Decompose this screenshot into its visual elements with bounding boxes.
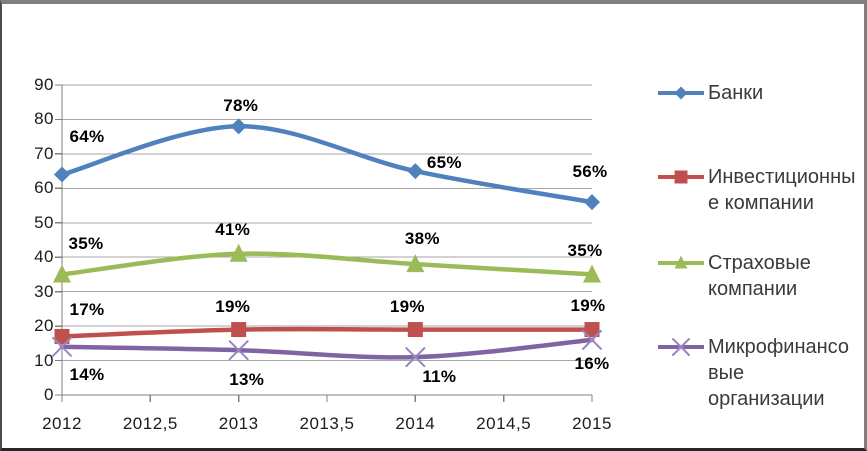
- y-tick-label: 0: [44, 385, 54, 404]
- series-line: [59, 124, 595, 205]
- x-tick-label: 2013,5: [299, 414, 355, 433]
- diamond-marker: [584, 194, 600, 211]
- diamond-marker: [407, 163, 424, 180]
- legend-label: Инвестиционны е компании: [708, 164, 863, 216]
- data-label: 13%: [229, 370, 265, 390]
- diamond-marker: [230, 118, 247, 135]
- legend-marker-square: [658, 170, 704, 184]
- legend-label: Банки: [708, 80, 863, 106]
- series-line: [59, 326, 595, 339]
- series-triangle: [53, 243, 601, 283]
- data-label: 41%: [215, 219, 251, 239]
- data-label: 56%: [572, 162, 608, 182]
- legend-marker-diamond: [658, 86, 704, 100]
- y-tick-label: 80: [34, 109, 54, 129]
- legend-item: Банки: [658, 80, 863, 106]
- data-label: 64%: [69, 126, 105, 146]
- legend-label-line: Банки: [708, 82, 764, 104]
- x-marker: [228, 340, 249, 361]
- legend-label-line: Страховые: [708, 252, 811, 274]
- series-square: [54, 322, 600, 344]
- x-tick-label: 2012,5: [122, 414, 178, 433]
- legend-label-line: компании: [708, 278, 798, 300]
- y-tick-label: 50: [34, 212, 54, 232]
- data-label: 16%: [574, 353, 610, 373]
- y-tick-label: 20: [34, 316, 54, 336]
- legend-marker-triangle: [658, 255, 704, 269]
- data-label: 19%: [570, 295, 606, 315]
- data-label: 19%: [215, 296, 251, 316]
- gridlines: [62, 84, 592, 362]
- triangle-marker: [583, 264, 601, 283]
- x-marker: [52, 336, 72, 357]
- series-diamond: [54, 118, 600, 211]
- square-marker: [407, 322, 423, 338]
- triangle-marker: [53, 264, 71, 283]
- legend-label-line: организации: [708, 388, 825, 410]
- x-tick-label: 2012: [42, 414, 82, 433]
- x-tick-label: 2013: [218, 414, 259, 433]
- x-marker: [582, 329, 602, 350]
- data-label: 78%: [223, 96, 259, 116]
- triangle-marker: [406, 254, 425, 273]
- y-tick-label: 90: [34, 75, 54, 94]
- y-tick-label: 30: [34, 281, 54, 301]
- series-line: [59, 251, 595, 277]
- data-label: 35%: [68, 234, 104, 254]
- data-label: 65%: [426, 153, 462, 173]
- legend-label-line: вые: [708, 362, 745, 384]
- data-label: 11%: [422, 367, 457, 387]
- legend-label: Страховые компании: [708, 250, 863, 302]
- diamond-marker: [674, 86, 688, 100]
- series-x: [52, 329, 602, 368]
- legend-label-line: Инвестиционны: [708, 166, 856, 188]
- x-marker: [672, 338, 690, 356]
- triangle-marker: [229, 243, 248, 262]
- legend-label: Микрофинансо вые организации: [708, 334, 863, 412]
- legend-label-line: Микрофинансо: [708, 336, 850, 358]
- data-label: 35%: [567, 241, 603, 261]
- series-line: [59, 337, 595, 360]
- square-marker: [54, 328, 70, 344]
- legend-label-line: е компании: [708, 192, 814, 214]
- data-label: 38%: [404, 229, 440, 249]
- legend-item: Инвестиционны е компании: [658, 164, 863, 216]
- x-marker: [405, 347, 426, 368]
- x-tick-label: 2015: [572, 414, 612, 433]
- square-marker: [231, 322, 247, 338]
- y-tick-label: 40: [34, 247, 54, 267]
- data-label: 19%: [389, 296, 425, 316]
- square-marker: [674, 170, 688, 184]
- data-label: 14%: [69, 364, 105, 384]
- y-tick-label: 70: [34, 143, 54, 163]
- triangle-marker: [674, 255, 688, 269]
- diamond-marker: [54, 166, 70, 183]
- square-marker: [584, 322, 600, 338]
- y-tick-label: 10: [34, 350, 54, 370]
- y-tick-label: 60: [34, 178, 54, 198]
- legend-marker-x: [658, 338, 704, 356]
- x-tick-label: 2014: [395, 414, 436, 433]
- legend-item: Микрофинансо вые организации: [658, 334, 863, 412]
- data-label: 17%: [69, 300, 105, 320]
- legend-item: Страховые компании: [658, 250, 863, 302]
- x-tick-label: 2014,5: [476, 414, 532, 433]
